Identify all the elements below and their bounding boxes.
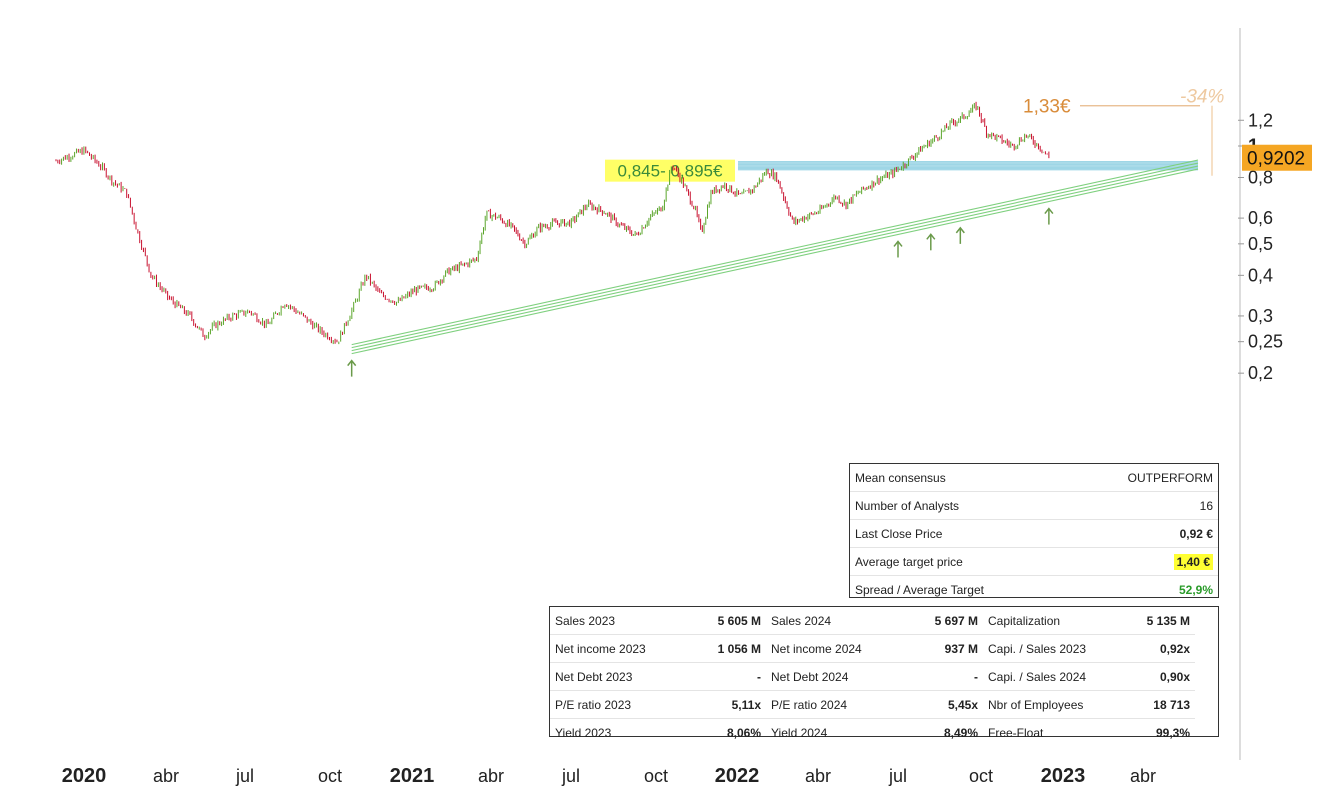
x-tick-label: jul — [888, 766, 907, 786]
row-label: Spread / Average Target — [855, 582, 984, 597]
trendline-line — [351, 159, 1199, 346]
drawdown-label: -34% — [1180, 87, 1224, 108]
row-value: 0,92 € — [1179, 526, 1213, 541]
support-arrows — [347, 207, 1054, 377]
fund-value: 8,49% — [943, 725, 978, 740]
x-tick-label: 2022 — [715, 765, 760, 787]
x-tick-label: oct — [318, 766, 342, 786]
x-tick-label: oct — [969, 766, 993, 786]
row-label: Last Close Price — [855, 526, 943, 541]
y-tick-label: 0,3 — [1248, 306, 1273, 326]
fund-value: - — [660, 663, 766, 691]
support-arrow-head — [1044, 207, 1054, 215]
x-tick-label: abr — [478, 766, 504, 786]
fund-label: Net Debt 2023 — [550, 663, 660, 691]
fund-value: 5 135 M — [1093, 607, 1195, 635]
fund-value: 8,06% — [726, 725, 761, 740]
trendline-line — [351, 162, 1199, 349]
y-tick-label: 0,8 — [1248, 167, 1273, 187]
support-zone: 0,845- 0,895€ — [605, 159, 1198, 182]
x-tick-label: abr — [153, 766, 179, 786]
consensus-row: Number of Analysts 16 — [850, 492, 1218, 520]
x-tick-label: 2020 — [62, 765, 107, 787]
fund-value: 937 M — [883, 635, 983, 663]
fund-label: Net income 2024 — [766, 635, 883, 663]
fund-value: 5 605 M — [660, 607, 766, 635]
consensus-row: Mean consensus OUTPERFORM — [850, 464, 1218, 492]
fund-value: - — [883, 663, 983, 691]
row-value: 52,9% — [1178, 582, 1213, 597]
fund-value: 0,92x — [1093, 635, 1195, 663]
x-axis-ticks: 2020 abr jul oct 2021 abr jul oct 2022 abr jul oct 2… — [62, 765, 1156, 787]
support-arrow-head — [893, 240, 903, 247]
trendline — [351, 159, 1199, 355]
fund-label: P/E ratio 2024 — [766, 691, 883, 719]
consensus-row: Spread / Average Target 52,9% — [850, 576, 1218, 603]
y-tick-label: 0,5 — [1248, 234, 1273, 254]
y-tick-label: 0,2 — [1248, 363, 1273, 383]
fund-label: Capitalization — [983, 607, 1093, 635]
y-axis-ticks: 1,210,80,60,50,40,30,250,2 — [1238, 110, 1283, 383]
fund-value: 0,90x — [1093, 663, 1195, 691]
x-tick-label: oct — [644, 766, 668, 786]
zone-label: 0,845- 0,895€ — [618, 162, 723, 181]
fund-label: Free-Float — [988, 725, 1044, 740]
consensus-table: Mean consensus OUTPERFORM Number of Anal… — [849, 463, 1219, 598]
y-tick-label: 1,2 — [1248, 110, 1273, 130]
fund-value: 5 697 M — [883, 607, 983, 635]
x-tick-label: abr — [805, 766, 831, 786]
fund-label: P/E ratio 2023 — [550, 691, 660, 719]
fund-value: 5,11x — [660, 691, 766, 719]
last-price-label: 0,9202 — [1242, 144, 1312, 171]
trendline-line — [351, 168, 1199, 355]
fund-value: 18 713 — [1093, 691, 1195, 719]
row-label: Average target price — [855, 554, 963, 569]
row-value: 16 — [1199, 498, 1213, 513]
support-arrow-head — [926, 233, 936, 240]
fund-label: Nbr of Employees — [983, 691, 1093, 719]
x-tick-label: jul — [235, 766, 254, 786]
last-price-value: 0,9202 — [1247, 149, 1305, 170]
fund-value: 99,3% — [1155, 725, 1190, 740]
last-price-bg — [1242, 144, 1312, 171]
support-arrow-head — [955, 226, 965, 234]
fund-label: Sales 2023 — [550, 607, 660, 635]
row-label: Number of Analysts — [855, 498, 960, 513]
fund-label: Net Debt 2024 — [766, 663, 883, 691]
fund-value: 1 056 M — [660, 635, 766, 663]
candlesticks — [55, 101, 1050, 345]
consensus-row: Last Close Price 0,92 € — [850, 520, 1218, 548]
x-tick-label: 2023 — [1041, 765, 1086, 787]
trendline-line — [351, 165, 1199, 352]
y-tick-label: 0,25 — [1248, 332, 1283, 352]
y-tick-label: 0,6 — [1248, 208, 1273, 228]
fund-label: Sales 2024 — [766, 607, 883, 635]
x-tick-label: abr — [1130, 766, 1156, 786]
x-tick-label: 2021 — [390, 765, 435, 787]
fund-label: Capi. / Sales 2024 — [983, 663, 1093, 691]
fund-label: Net income 2023 — [550, 635, 660, 663]
row-value: 1,40 € — [1173, 553, 1213, 570]
x-tick-label: jul — [561, 766, 580, 786]
row-value: OUTPERFORM — [1127, 470, 1213, 485]
fund-value: 5,45x — [883, 691, 983, 719]
fund-label: Capi. / Sales 2023 — [983, 635, 1093, 663]
row-label: Mean consensus — [855, 470, 946, 485]
high-marker: 1,33€ -34% — [1023, 87, 1224, 176]
support-arrow-head — [347, 359, 357, 367]
fund-label: Yield 2023 — [555, 725, 612, 740]
fund-label: Yield 2024 — [771, 725, 828, 740]
consensus-row: Average target price 1,40 € — [850, 548, 1218, 576]
fundamentals-table: Sales 2023 5 605 M Sales 2024 5 697 M Capita… — [549, 606, 1219, 740]
high-label: 1,33€ — [1023, 97, 1071, 118]
fundamentals-grid: Sales 2023 5 605 M Sales 2024 5 697 M Capita… — [550, 607, 1218, 746]
y-tick-label: 0,4 — [1248, 265, 1273, 285]
